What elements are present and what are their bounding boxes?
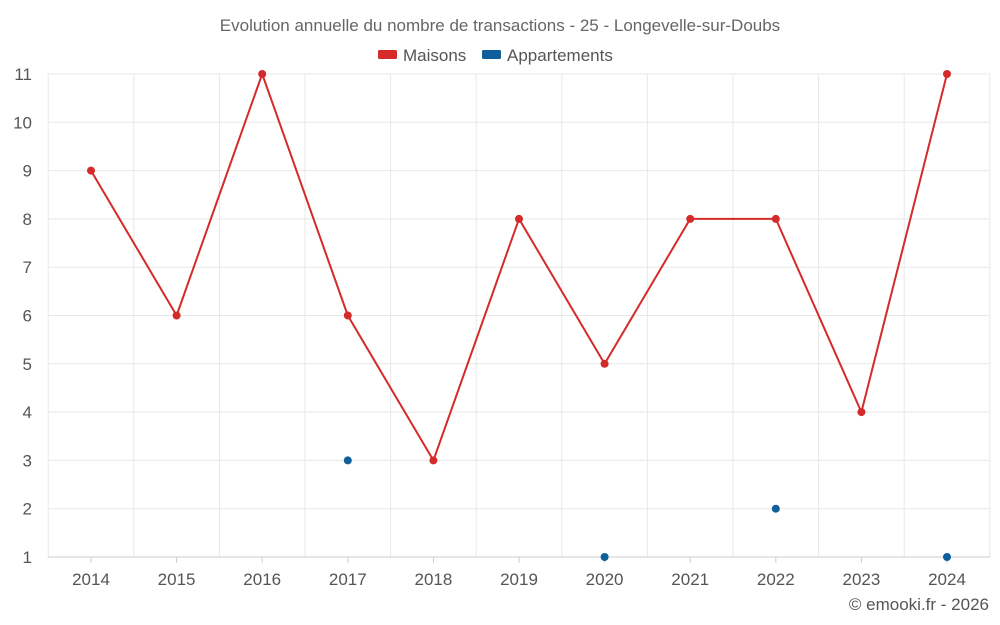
x-axis-ticks: 2014 2015 2016 2017 2018 2019 2020 2021 2022 2023… <box>72 557 966 589</box>
y-gridlines <box>48 73 990 558</box>
data-point-maisons-2024[interactable] <box>943 70 951 78</box>
x-tick-label: 2014 <box>72 570 110 589</box>
data-point-maisons-2020[interactable] <box>600 359 609 368</box>
data-point-maisons-2016[interactable] <box>258 70 267 78</box>
y-tick-label: 8 <box>23 210 32 229</box>
chart-title: Evolution annuelle du nombre de transact… <box>220 16 780 35</box>
x-tick-label: 2017 <box>329 570 367 589</box>
series-layer <box>87 70 951 561</box>
legend: Maisons Appartements <box>378 46 613 65</box>
x-tick-label: 2024 <box>928 570 966 589</box>
x-tick-label: 2021 <box>671 570 709 589</box>
x-gridlines <box>47 74 991 557</box>
y-tick-label: 4 <box>23 403 32 422</box>
data-point-maisons-2019[interactable] <box>515 214 523 223</box>
series-maisons <box>87 70 951 465</box>
data-point-maisons-2023[interactable] <box>857 408 866 417</box>
x-tick-label: 2016 <box>243 570 281 589</box>
data-point-maisons-2015[interactable] <box>172 311 181 320</box>
x-tick-label: 2018 <box>414 570 452 589</box>
y-tick-label: 3 <box>23 451 32 470</box>
y-tick-label: 5 <box>23 355 32 374</box>
series-appartements <box>343 456 951 561</box>
credit-text: © emooki.fr - 2026 <box>849 595 989 614</box>
data-point-appartements-2024[interactable] <box>943 553 951 561</box>
x-tick-label: 2023 <box>842 570 880 589</box>
x-tick-label: 2015 <box>158 570 196 589</box>
data-point-maisons-2021[interactable] <box>686 214 695 223</box>
legend-label-appartements: Appartements <box>507 46 613 65</box>
data-point-maisons-2018[interactable] <box>429 456 438 465</box>
y-tick-label: 9 <box>23 162 32 181</box>
data-point-appartements-2022[interactable] <box>771 504 780 513</box>
legend-swatch-maisons <box>378 50 397 59</box>
data-point-maisons-2022[interactable] <box>771 214 780 223</box>
legend-item-maisons[interactable]: Maisons <box>378 46 466 65</box>
y-axis-ticks: 1 2 3 4 5 6 7 8 9 10 11 <box>13 65 32 567</box>
data-point-maisons-2014[interactable] <box>87 166 95 175</box>
y-tick-label: 1 <box>23 548 32 567</box>
x-tick-label: 2022 <box>757 570 795 589</box>
data-point-appartements-2020[interactable] <box>600 553 609 561</box>
data-point-maisons-2017[interactable] <box>343 311 352 320</box>
legend-swatch-appartements <box>482 50 501 59</box>
legend-item-appartements[interactable]: Appartements <box>482 46 613 65</box>
y-tick-label: 6 <box>23 307 32 326</box>
x-tick-label: 2019 <box>500 570 538 589</box>
legend-label-maisons: Maisons <box>403 46 466 65</box>
y-tick-label: 7 <box>23 258 32 277</box>
data-point-appartements-2017[interactable] <box>343 456 352 465</box>
y-tick-label: 10 <box>13 113 32 132</box>
x-tick-label: 2020 <box>586 570 624 589</box>
y-tick-label: 2 <box>23 500 32 519</box>
y-tick-label: 11 <box>14 65 32 84</box>
